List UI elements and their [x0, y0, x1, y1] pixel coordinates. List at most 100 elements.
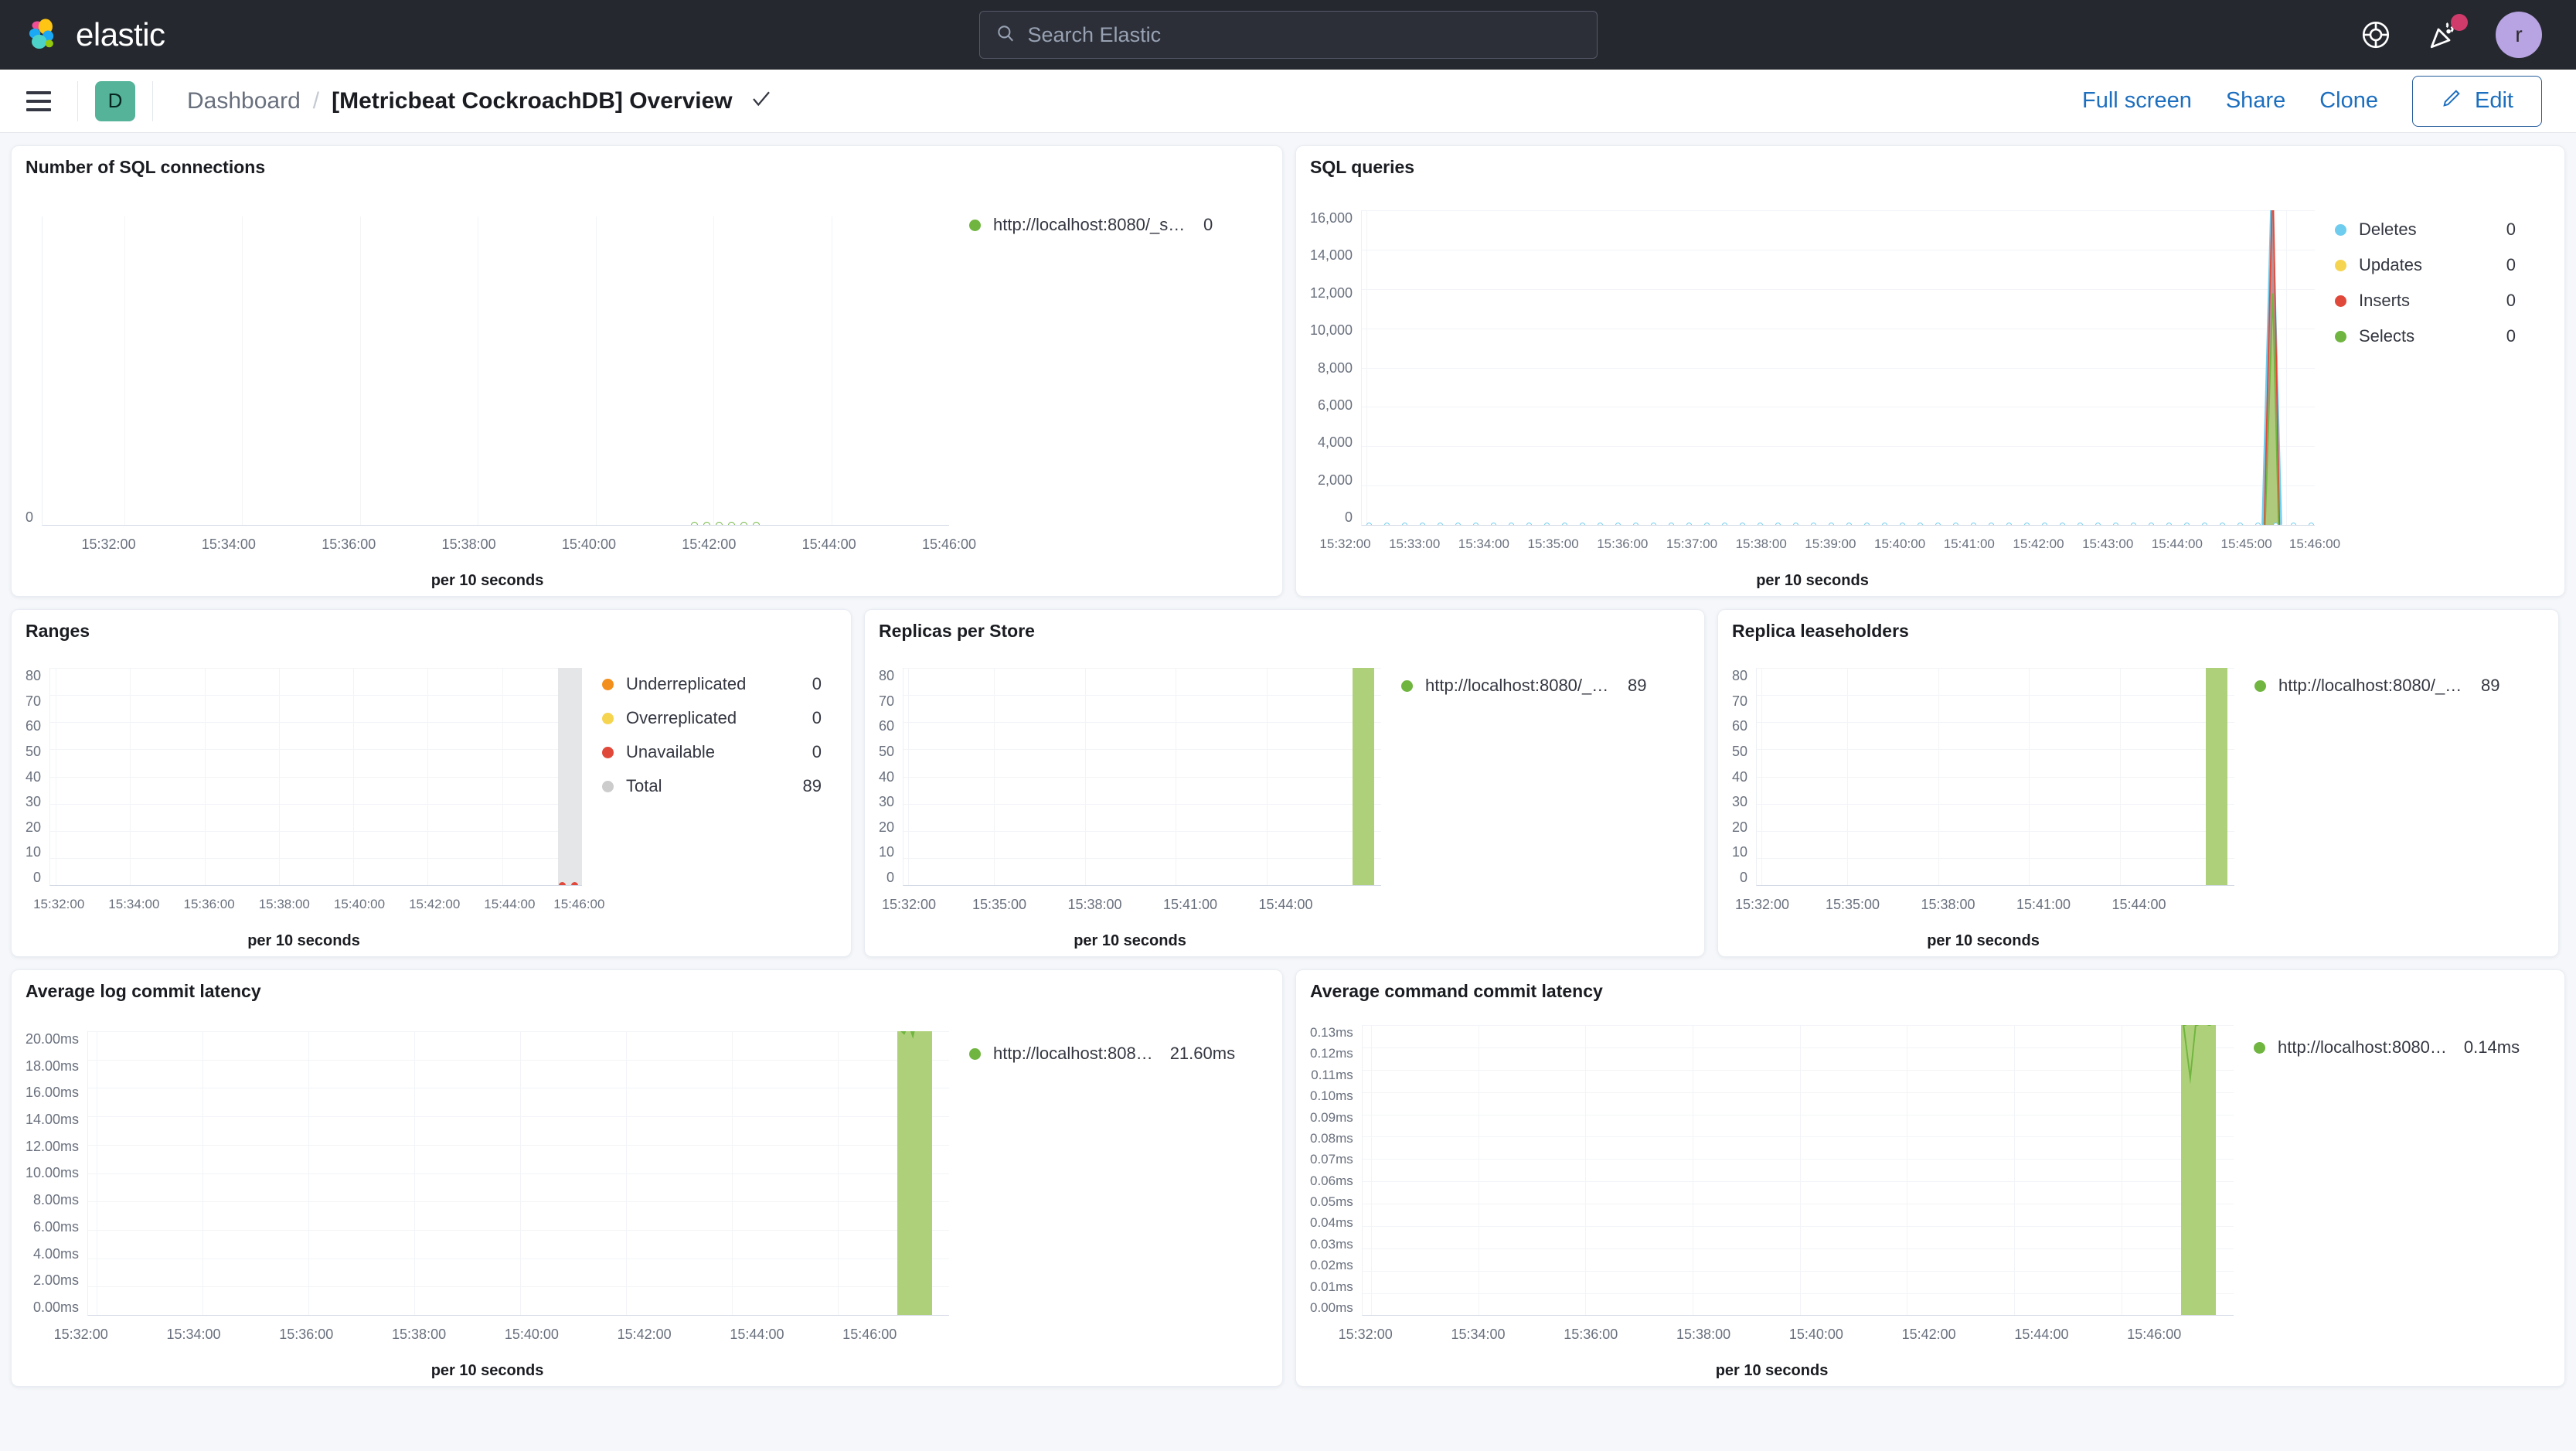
avatar[interactable]: r [2496, 12, 2542, 58]
clone-button[interactable]: Clone [2319, 88, 2379, 113]
y-tick: 60 [26, 718, 42, 734]
panel-ranges[interactable]: Ranges 80 70 60 50 40 30 20 10 0 [11, 609, 852, 957]
check-icon[interactable] [750, 87, 773, 114]
legend-item[interactable]: http://localhost:8080/_sta… 89 [1401, 676, 1675, 696]
legend-item[interactable]: Updates 0 [2335, 255, 2516, 275]
x-axis-labels: 15:32:00 15:35:00 15:38:00 15:41:00 15:4… [1732, 897, 2234, 926]
x-tick: 15:36:00 [322, 536, 376, 552]
panel-avg-log-commit-latency[interactable]: Average log commit latency 20.00ms 18.00… [11, 969, 1283, 1387]
y-tick: 0.07ms [1310, 1152, 1353, 1167]
dashboard-row: Average log commit latency 20.00ms 18.00… [11, 969, 2565, 1387]
y-tick: 6.00ms [33, 1218, 80, 1235]
full-screen-button[interactable]: Full screen [2082, 88, 2192, 113]
x-tick: 15:37:00 [1666, 536, 1718, 551]
x-tick: 15:42:00 [1901, 1327, 1956, 1342]
divider [77, 80, 78, 121]
breadcrumb-bar: D Dashboard / [Metricbeat CockroachDB] O… [0, 70, 2576, 133]
legend-label: Updates [2359, 255, 2422, 274]
legend-label: Total [626, 776, 662, 795]
edit-button-label: Edit [2475, 88, 2513, 113]
legend-value: 0 [812, 742, 822, 761]
legend-item[interactable]: Deletes 0 [2335, 220, 2516, 240]
legend-item[interactable]: Total 89 [602, 776, 822, 796]
x-tick: 15:41:00 [1943, 536, 1995, 551]
share-button[interactable]: Share [2225, 88, 2286, 113]
panel-title: Number of SQL connections [26, 157, 266, 177]
x-tick: 15:40:00 [333, 897, 386, 911]
lifebuoy-icon[interactable] [2360, 19, 2392, 51]
breadcrumb-dashboard[interactable]: Dashboard [187, 87, 301, 114]
x-tick: 15:32:00 [33, 897, 85, 911]
x-tick: 15:34:00 [166, 1327, 221, 1342]
dashboard-row: Ranges 80 70 60 50 40 30 20 10 0 [11, 609, 2565, 957]
party-popper-icon[interactable] [2428, 14, 2468, 51]
legend-item[interactable]: Selects 0 [2335, 326, 2516, 346]
plot-area [1756, 668, 2234, 886]
x-tick: 15:40:00 [1874, 536, 1926, 551]
legend-item[interactable]: http://localhost:8080/_stat… 0 [969, 215, 1258, 235]
panel-title: Replicas per Store [879, 621, 1035, 641]
y-tick: 0.06ms [1310, 1173, 1353, 1188]
brand[interactable]: elastic [22, 15, 165, 55]
legend-label: Unavailable [626, 742, 715, 761]
legend-item[interactable]: Inserts 0 [2335, 291, 2516, 311]
breadcrumb: Dashboard / [Metricbeat CockroachDB] Ove… [187, 87, 773, 114]
legend-label: Deletes [2359, 220, 2417, 239]
menu-icon[interactable] [17, 80, 60, 123]
legend-item[interactable]: http://localhost:808… 21.60ms [969, 1044, 1258, 1064]
panel-replica-leaseholders[interactable]: Replica leaseholders 80 70 60 50 40 30 2… [1717, 609, 2559, 957]
panel-avg-command-commit-latency[interactable]: Average command commit latency 0.13ms 0.… [1295, 969, 2565, 1387]
y-tick: 50 [26, 743, 42, 759]
legend-item[interactable]: Unavailable 0 [602, 742, 822, 762]
legend-item[interactable]: http://localhost:8080/_sta… 89 [2254, 676, 2528, 696]
legend-label: Underreplicated [626, 674, 747, 693]
y-tick: 14.00ms [26, 1112, 80, 1128]
x-tick: 15:34:00 [1458, 536, 1509, 551]
x-tick: 15:38:00 [392, 1327, 447, 1342]
legend-item[interactable]: Underreplicated 0 [602, 674, 822, 694]
x-tick: 15:46:00 [553, 897, 605, 911]
panel-sql-queries[interactable]: SQL queries 16,000 14,000 12,000 10,000 … [1295, 145, 2565, 597]
global-search[interactable]: Search Elastic [978, 11, 1598, 59]
x-axis-title: per 10 seconds [1756, 572, 1869, 589]
series-unavailable-markers [559, 882, 582, 885]
legend-color-dot [2254, 1041, 2265, 1054]
series-markers [690, 522, 760, 525]
y-tick: 20 [1732, 819, 1748, 835]
x-tick: 15:40:00 [504, 1327, 559, 1342]
y-tick: 0.09ms [1310, 1109, 1353, 1125]
x-tick: 15:42:00 [617, 1327, 672, 1342]
y-tick: 6,000 [1318, 397, 1353, 413]
y-tick: 80 [26, 668, 42, 683]
legend-label: Selects [2359, 326, 2415, 346]
legend-item[interactable]: http://localhost:8080… 0.14ms [2254, 1037, 2543, 1058]
y-tick: 2,000 [1318, 472, 1353, 488]
breadcrumb-separator: / [312, 87, 320, 114]
y-tick: 20.00ms [26, 1031, 80, 1047]
edit-button[interactable]: Edit [2412, 75, 2542, 127]
x-tick: 15:44:00 [2112, 897, 2166, 912]
y-tick: 80 [879, 668, 895, 683]
x-tick: 15:34:00 [201, 536, 256, 552]
legend-item[interactable]: Overreplicated 0 [602, 708, 822, 728]
legend-label: http://localhost:8080/_sta… [2278, 676, 2464, 695]
legend-label: Inserts [2359, 291, 2411, 310]
panel-sql-connections[interactable]: Number of SQL connections 0 [11, 145, 1283, 597]
x-axis-labels: 15:32:00 15:34:00 15:36:00 15:38:00 15:4… [26, 897, 604, 926]
panel-replicas-per-store[interactable]: Replicas per Store 80 70 60 50 40 30 20 … [864, 609, 1705, 957]
search-input[interactable]: Search Elastic [978, 11, 1598, 59]
legend-label: http://localhost:8080/_stat… [993, 215, 1186, 234]
series-line [900, 1031, 915, 1039]
space-avatar[interactable]: D [95, 80, 135, 121]
plot-area [1361, 210, 2315, 526]
x-axis-title: per 10 seconds [247, 932, 360, 949]
x-tick: 15:38:00 [258, 897, 310, 911]
y-tick: 50 [879, 743, 895, 759]
y-tick: 12,000 [1310, 284, 1353, 301]
legend-color-dot [602, 678, 614, 690]
y-tick: 10,000 [1310, 322, 1353, 339]
x-tick: 15:44:00 [801, 536, 856, 552]
y-tick: 4,000 [1318, 434, 1353, 451]
x-tick: 15:36:00 [279, 1327, 334, 1342]
x-axis-title: per 10 seconds [1074, 932, 1186, 949]
